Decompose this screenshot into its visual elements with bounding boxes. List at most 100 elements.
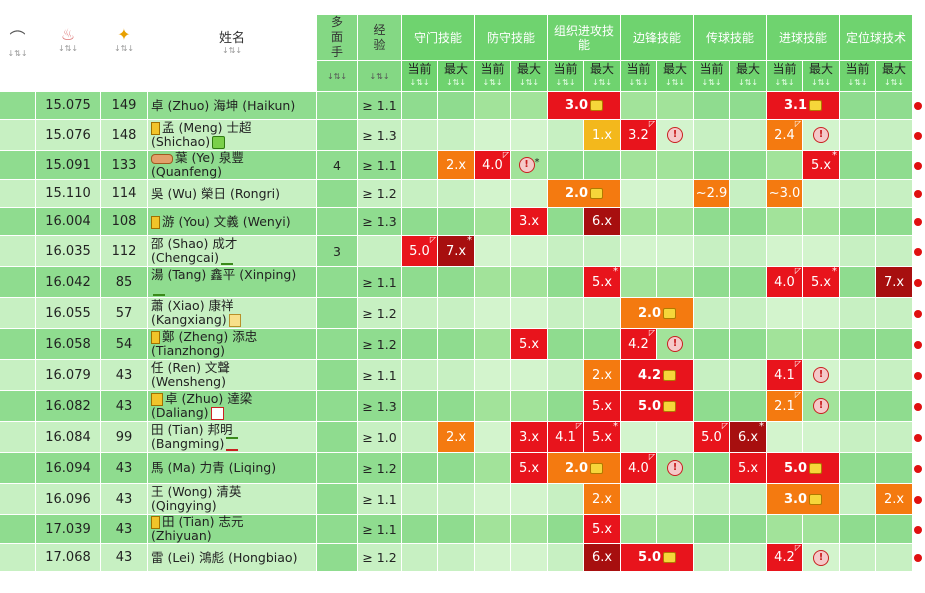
player-name-text[interactable]: 鄭 (Zheng) 添忠 [162,329,258,344]
sort-arrows[interactable]: ↓⇅↓ [628,78,649,87]
max-subheader[interactable]: 最大 ↓⇅↓ [511,61,547,91]
player-name-text[interactable]: 葉 (Ye) 泉豐 [175,151,244,165]
player-name-cell[interactable]: 田 (Tian) 志元 (Zhiyuan) [148,515,316,543]
player-name-cell[interactable]: 卓 (Zhuo) 海坤 (Haikun) [148,92,316,119]
max-subheader[interactable]: 最大 ↓⇅↓ [876,61,912,91]
player-name-cell[interactable]: 孟 (Meng) 士超 (Shichao) [148,120,316,150]
player-name-text[interactable]: 王 (Wong) 清英 [151,484,242,499]
sort-arrows[interactable]: ↓⇅↓ [221,46,243,55]
sort-arrows[interactable]: ↓⇅↓ [883,78,905,87]
sort-arrows[interactable]: ↓⇅↓ [810,78,832,87]
player-name-text[interactable]: 馬 (Ma) 力青 (Liqing) [151,460,277,475]
max-subheader[interactable]: 最大 ↓⇅↓ [657,61,693,91]
sort-column-name[interactable]: 姓名 ↓⇅↓ [148,15,316,91]
player-name-text[interactable]: 吳 (Wu) 榮日 (Rongri) [151,185,281,201]
player-name-cell[interactable]: 馬 (Ma) 力青 (Liqing) [148,453,316,483]
sort-arrows[interactable]: ↓⇅↓ [701,78,722,87]
sort-exp[interactable]: ↓⇅↓ [358,61,401,91]
player-name-text[interactable]: 孟 (Meng) 士超 [162,120,252,135]
player-name[interactable]: 葉 (Ye) 泉豐 [151,151,316,165]
sort-arrows[interactable]: ↓⇅↓ [737,78,759,87]
experience-header[interactable]: 经 验 [358,15,401,60]
table-row: 16.079 43 任 (Ren) 文聲 (Wensheng) ≥ 1.1 2.x 4.2 4… [0,360,923,390]
player-name-text[interactable]: 任 (Ren) 文聲 [151,360,230,375]
player-name[interactable]: 卓 (Zhuo) 海坤 (Haikun) [151,97,316,113]
player-name-text[interactable]: 湯 (Tang) 鑫平 (Xinping) [151,267,297,282]
skill-group-header[interactable]: 守门技能 [402,15,474,60]
sort-arrows[interactable]: ↓⇅↓ [664,78,686,87]
skill-value: 2.0 [564,186,589,201]
player-name[interactable]: 田 (Tian) 邦明 [151,422,316,437]
player-name-cell[interactable]: 雷 (Lei) 鴻彪 (Hongbiao) [148,544,316,571]
player-name-cell[interactable]: 游 (You) 文義 (Wenyi) [148,208,316,235]
sort-column-medal[interactable]: ✦ ↓⇅↓ [101,15,147,91]
sort-arrows[interactable]: ↓⇅↓ [445,78,467,87]
sort-arrows[interactable]: ↓⇅↓ [409,78,430,87]
player-name[interactable]: 湯 (Tang) 鑫平 (Xinping) [151,268,316,282]
player-name[interactable]: 孟 (Meng) 士超 [151,121,316,135]
player-name[interactable]: 雷 (Lei) 鴻彪 (Hongbiao) [151,549,316,565]
current-subheader[interactable]: 当前 ↓⇅↓ [694,61,729,91]
current-subheader[interactable]: 当前 ↓⇅↓ [475,61,510,91]
current-subheader[interactable]: 当前 ↓⇅↓ [402,61,437,91]
player-name[interactable]: 馬 (Ma) 力青 (Liqing) [151,461,316,475]
skill-group-header[interactable]: 防守技能 [475,15,547,60]
sort-arrows[interactable]: ↓⇅↓ [555,78,576,87]
skill-group-header[interactable]: 传球技能 [694,15,766,60]
max-subheader[interactable]: 最大 ↓⇅↓ [730,61,766,91]
player-name[interactable]: 卓 (Zhuo) 達梁 [151,392,316,406]
sort-column-shirt[interactable]: ⌒ ↓⇅↓ [0,15,35,91]
player-name-cell[interactable]: 鄭 (Zheng) 添忠 (Tianzhong) [148,329,316,359]
player-name-text[interactable]: 邵 (Shao) 成才 [151,236,238,251]
sort-arrows[interactable]: ↓⇅↓ [847,78,868,87]
max-subheader[interactable]: 最大 ↓⇅↓ [584,61,620,91]
skill-group-header[interactable]: 边锋技能 [621,15,693,60]
current-subheader[interactable]: 当前 ↓⇅↓ [767,61,802,91]
current-subheader[interactable]: 当前 ↓⇅↓ [548,61,583,91]
multi-skill-header[interactable]: 多 面 手 [317,15,357,60]
sort-arrows[interactable]: ↓⇅↓ [518,78,540,87]
player-name-cell[interactable]: 王 (Wong) 清英 (Qingying) [148,484,316,514]
player-name[interactable]: 邵 (Shao) 成才 [151,237,316,251]
skill-group-header[interactable]: 进球技能 [767,15,839,60]
player-name-text[interactable]: 雷 (Lei) 鴻彪 (Hongbiao) [151,549,298,565]
max-subheader[interactable]: 最大 ↓⇅↓ [803,61,839,91]
player-name-cell[interactable]: 湯 (Tang) 鑫平 (Xinping) [148,267,316,297]
player-name-cell[interactable]: 葉 (Ye) 泉豐 (Quanfeng) [148,151,316,179]
player-name-text[interactable]: 蕭 (Xiao) 康祥 [151,298,234,313]
sort-multi[interactable]: ↓⇅↓ [317,61,357,91]
player-name-cell[interactable]: 吳 (Wu) 榮日 (Rongri) [148,180,316,207]
sort-arrows[interactable]: ↓⇅↓ [326,72,348,81]
sort-arrows[interactable]: ↓⇅↓ [7,49,28,58]
sort-arrows[interactable]: ↓⇅↓ [482,78,503,87]
player-name-cell[interactable]: 卓 (Zhuo) 達梁 (Daliang) [148,391,316,421]
skill-group-header[interactable]: 定位球技术 [840,15,912,60]
current-subheader[interactable]: 当前 ↓⇅↓ [621,61,656,91]
player-name[interactable]: 游 (You) 文義 (Wenyi) [151,213,316,229]
player-name-cell[interactable]: 任 (Ren) 文聲 (Wensheng) [148,360,316,390]
player-name[interactable]: 田 (Tian) 志元 [151,515,316,529]
player-name-text[interactable]: 卓 (Zhuo) 達梁 [165,391,253,406]
skill-group-header[interactable]: 组织进攻技能 [548,15,620,60]
player-name-text[interactable]: 田 (Tian) 志元 [162,515,244,529]
player-name[interactable]: 鄭 (Zheng) 添忠 [151,330,316,344]
player-name-text[interactable]: 田 (Tian) 邦明 [151,422,233,437]
player-name-text[interactable]: 游 (You) 文義 (Wenyi) [162,213,291,229]
player-name[interactable]: 任 (Ren) 文聲 [151,361,316,375]
sort-arrows[interactable]: ↓⇅↓ [591,78,613,87]
sub-label: 当前 [407,62,432,76]
player-name[interactable]: 王 (Wong) 清英 [151,485,316,499]
player-name-text[interactable]: 卓 (Zhuo) 海坤 (Haikun) [151,97,296,113]
sort-arrows[interactable]: ↓⇅↓ [774,78,795,87]
max-subheader[interactable]: 最大 ↓⇅↓ [438,61,474,91]
sort-arrows[interactable]: ↓⇅↓ [113,44,135,53]
player-name[interactable]: 吳 (Wu) 榮日 (Rongri) [151,185,316,201]
player-name-cell[interactable]: 田 (Tian) 邦明 (Bangming) [148,422,316,452]
player-name-cell[interactable]: 邵 (Shao) 成才 (Chengcai) [148,236,316,266]
sort-arrows[interactable]: ↓⇅↓ [57,44,79,53]
player-name-cell[interactable]: 蕭 (Xiao) 康祥 (Kangxiang) [148,298,316,328]
player-name[interactable]: 蕭 (Xiao) 康祥 [151,299,316,313]
current-subheader[interactable]: 当前 ↓⇅↓ [840,61,875,91]
sort-column-cake[interactable]: ♨ ↓⇅↓ [36,15,100,91]
sort-arrows[interactable]: ↓⇅↓ [369,72,390,81]
